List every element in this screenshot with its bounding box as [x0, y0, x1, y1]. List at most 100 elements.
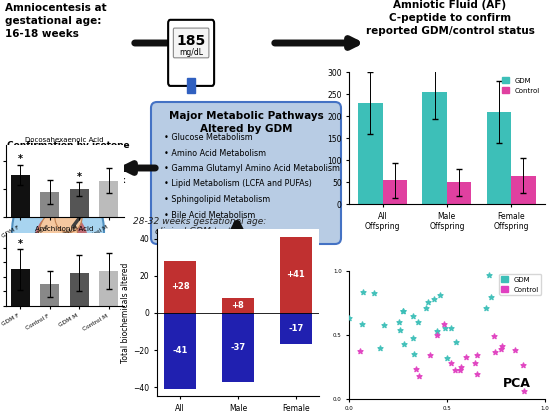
Text: • Lipid Metabolism (LCFA and PUFAs): • Lipid Metabolism (LCFA and PUFAs): [164, 180, 312, 188]
FancyBboxPatch shape: [151, 102, 341, 244]
Text: • Bile Acid Metabolism: • Bile Acid Metabolism: [164, 211, 255, 219]
Bar: [40, 192, 59, 217]
Bar: [164, 261, 196, 313]
Bar: [40, 284, 59, 306]
Legend: GDM, Control: GDM, Control: [499, 274, 541, 294]
Bar: [70, 273, 89, 306]
Point: [359, 289, 367, 296]
Point: [456, 363, 465, 370]
Text: Amniocentesis at
gestational age:
16-18 weeks: Amniocentesis at gestational age: 16-18 …: [5, 3, 107, 39]
Point: [441, 325, 449, 332]
Point: [490, 348, 499, 355]
Y-axis label: Total biochemicals altered: Total biochemicals altered: [121, 263, 130, 363]
Point: [415, 373, 424, 380]
Text: Confirmation by isotope
dilution LC/ high
resolution MS highlights
effects of of: Confirmation by isotope dilution LC/ hig…: [7, 141, 132, 185]
Ellipse shape: [12, 178, 104, 285]
Text: +41: +41: [287, 270, 305, 279]
Text: 185: 185: [177, 34, 206, 48]
Text: • Sphingolipid Metabolism: • Sphingolipid Metabolism: [164, 195, 270, 204]
Point: [425, 352, 434, 359]
Point: [511, 347, 520, 353]
Point: [345, 315, 354, 321]
FancyBboxPatch shape: [168, 20, 214, 86]
Point: [435, 292, 444, 298]
Point: [471, 359, 480, 366]
Bar: [487, 112, 511, 204]
Ellipse shape: [38, 211, 78, 266]
Point: [399, 308, 408, 314]
Point: [422, 305, 431, 311]
Bar: [422, 92, 447, 204]
Text: Amniotic Fluid (AF)
C-peptide to confirm
reported GDM/control status: Amniotic Fluid (AF) C-peptide to confirm…: [366, 0, 535, 36]
Point: [409, 335, 418, 342]
Point: [380, 322, 389, 329]
Text: 28-32 weeks gestational age:
clinical GDM testing: 28-32 weeks gestational age: clinical GD…: [133, 217, 267, 236]
Point: [337, 308, 345, 315]
Bar: [358, 103, 383, 204]
Point: [490, 333, 499, 340]
Point: [442, 355, 451, 361]
Text: *: *: [18, 154, 23, 164]
Point: [433, 332, 442, 339]
Point: [430, 296, 438, 303]
Bar: [70, 189, 89, 217]
Text: • Glucose Metabolism: • Glucose Metabolism: [164, 133, 253, 142]
Title: Arachidonic Acid: Arachidonic Acid: [35, 225, 94, 232]
Text: PCA: PCA: [503, 377, 531, 389]
Text: -37: -37: [230, 343, 245, 352]
Text: • Amino Acid Metabolism: • Amino Acid Metabolism: [164, 149, 266, 157]
Point: [482, 304, 491, 311]
Bar: [11, 175, 30, 217]
FancyBboxPatch shape: [173, 28, 209, 58]
Point: [432, 328, 441, 334]
Point: [395, 327, 404, 333]
Point: [487, 294, 496, 301]
Point: [461, 354, 470, 361]
Bar: [222, 298, 254, 313]
Bar: [447, 183, 471, 204]
Point: [376, 344, 384, 351]
Text: *: *: [77, 171, 82, 182]
Point: [439, 320, 448, 327]
Bar: [164, 313, 196, 389]
Point: [519, 388, 528, 394]
Point: [447, 360, 455, 366]
Point: [451, 366, 460, 373]
Text: +28: +28: [170, 282, 189, 291]
Point: [413, 318, 422, 325]
Point: [356, 347, 365, 354]
Text: -41: -41: [172, 347, 188, 356]
Ellipse shape: [34, 211, 89, 275]
Bar: [280, 313, 312, 344]
Bar: [383, 180, 407, 204]
Point: [485, 272, 493, 278]
Text: AF Targeted Metabolomics
(GC/MS and LC/MS): AF Targeted Metabolomics (GC/MS and LC/M…: [372, 151, 529, 174]
Point: [446, 400, 455, 407]
Bar: [187, 78, 195, 93]
Title: Docosahexaenoic Acid: Docosahexaenoic Acid: [25, 137, 104, 143]
Text: Major Metabolic Pathways
Altered by GDM: Major Metabolic Pathways Altered by GDM: [169, 111, 323, 134]
Point: [409, 350, 418, 357]
Point: [424, 299, 433, 305]
Point: [399, 307, 408, 314]
Text: +8: +8: [232, 301, 244, 310]
Point: [496, 346, 505, 353]
Bar: [99, 181, 118, 217]
Text: *: *: [18, 239, 23, 249]
Bar: [222, 313, 254, 382]
Bar: [99, 271, 118, 306]
Point: [395, 318, 404, 325]
Point: [409, 312, 418, 319]
Circle shape: [55, 202, 82, 233]
Bar: [11, 269, 30, 306]
Point: [399, 341, 408, 347]
Point: [472, 370, 481, 377]
Point: [447, 325, 455, 332]
Point: [455, 366, 464, 373]
Point: [497, 342, 506, 349]
Point: [452, 339, 461, 345]
Point: [411, 366, 420, 373]
Point: [518, 362, 527, 368]
Bar: [511, 176, 536, 204]
Text: -17: -17: [288, 324, 304, 333]
